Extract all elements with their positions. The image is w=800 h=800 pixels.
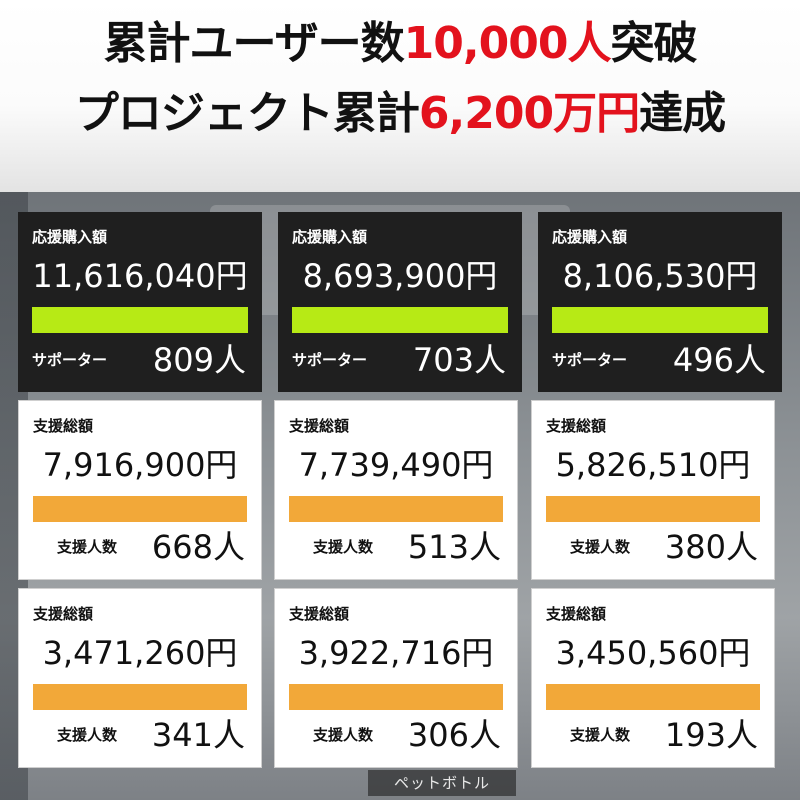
card-count: 809人: [152, 341, 246, 379]
headline-users-prefix: 累計ユーザー数: [103, 18, 405, 69]
card-label: 支援総額: [289, 605, 350, 623]
card-count: 341人: [151, 716, 245, 754]
headline-projects-prefix: プロジェクト累計: [74, 88, 420, 139]
stat-card-dark: 応援購入額 11,616,040円 サポーター 809人: [18, 212, 262, 392]
headline-projects-suffix: 達成: [639, 88, 726, 139]
card-count: 193人: [664, 716, 758, 754]
card-amount: 3,471,260円: [42, 634, 238, 672]
card-amount: 8,693,900円: [302, 257, 498, 295]
headline-users: 累計ユーザー数10,000人突破: [0, 16, 800, 72]
headline-users-suffix: 突破: [610, 18, 697, 69]
card-label: 応援購入額: [292, 228, 368, 246]
headline-projects-highlight: 6,200万円: [418, 88, 640, 139]
card-bar: [32, 307, 248, 333]
card-amount: 5,826,510円: [555, 446, 751, 484]
stat-card-dark: 応援購入額 8,693,900円 サポーター 703人: [278, 212, 522, 392]
card-label: 支援総額: [289, 417, 350, 435]
card-label: 支援総額: [33, 605, 94, 623]
stat-card-light: 支援総額 3,450,560円 支援人数 193人: [531, 588, 775, 768]
card-count: 306人: [407, 716, 501, 754]
card-label: 応援購入額: [32, 228, 108, 246]
card-amount: 7,739,490円: [298, 446, 494, 484]
card-sub-label: 支援人数: [313, 726, 374, 744]
card-bar: [552, 307, 768, 333]
stat-card-light: 支援総額 5,826,510円 支援人数 380人: [531, 400, 775, 580]
card-amount: 3,922,716円: [298, 634, 494, 672]
stat-card-dark: 応援購入額 8,106,530円 サポーター 496人: [538, 212, 782, 392]
card-sub-label: サポーター: [32, 351, 108, 369]
card-label: 支援総額: [546, 605, 607, 623]
card-bar: [546, 496, 760, 522]
headline-projects: プロジェクト累計6,200万円達成: [0, 86, 800, 142]
card-bar: [289, 496, 503, 522]
card-count: 380人: [664, 528, 758, 566]
stat-card-light: 支援総額 3,922,716円 支援人数 306人: [274, 588, 518, 768]
card-count: 668人: [151, 528, 245, 566]
card-count: 513人: [407, 528, 501, 566]
card-sub-label: サポーター: [552, 351, 628, 369]
stat-card-light: 支援総額 7,739,490円 支援人数 513人: [274, 400, 518, 580]
header-banner: 累計ユーザー数10,000人突破 プロジェクト累計6,200万円達成: [0, 0, 800, 192]
card-sub-label: 支援人数: [570, 726, 631, 744]
card-label: 支援総額: [546, 417, 607, 435]
card-amount: 7,916,900円: [42, 446, 238, 484]
headline-users-highlight: 10,000人: [403, 18, 612, 69]
card-bar: [33, 496, 247, 522]
card-amount: 11,616,040円: [32, 257, 248, 295]
card-label: 支援総額: [33, 417, 94, 435]
card-sub-label: 支援人数: [57, 726, 118, 744]
card-sub-label: サポーター: [292, 351, 368, 369]
card-bar: [292, 307, 508, 333]
card-sub-label: 支援人数: [57, 538, 118, 556]
card-sub-label: 支援人数: [570, 538, 631, 556]
card-sub-label: 支援人数: [313, 538, 374, 556]
card-bar: [289, 684, 503, 710]
background-label: ペットボトル: [368, 770, 516, 796]
card-amount: 8,106,530円: [562, 257, 758, 295]
card-bar: [546, 684, 760, 710]
card-count: 703人: [412, 341, 506, 379]
card-count: 496人: [672, 341, 766, 379]
card-label: 応援購入額: [552, 228, 628, 246]
stat-card-light: 支援総額 3,471,260円 支援人数 341人: [18, 588, 262, 768]
card-amount: 3,450,560円: [555, 634, 751, 672]
stat-card-light: 支援総額 7,916,900円 支援人数 668人: [18, 400, 262, 580]
card-bar: [33, 684, 247, 710]
